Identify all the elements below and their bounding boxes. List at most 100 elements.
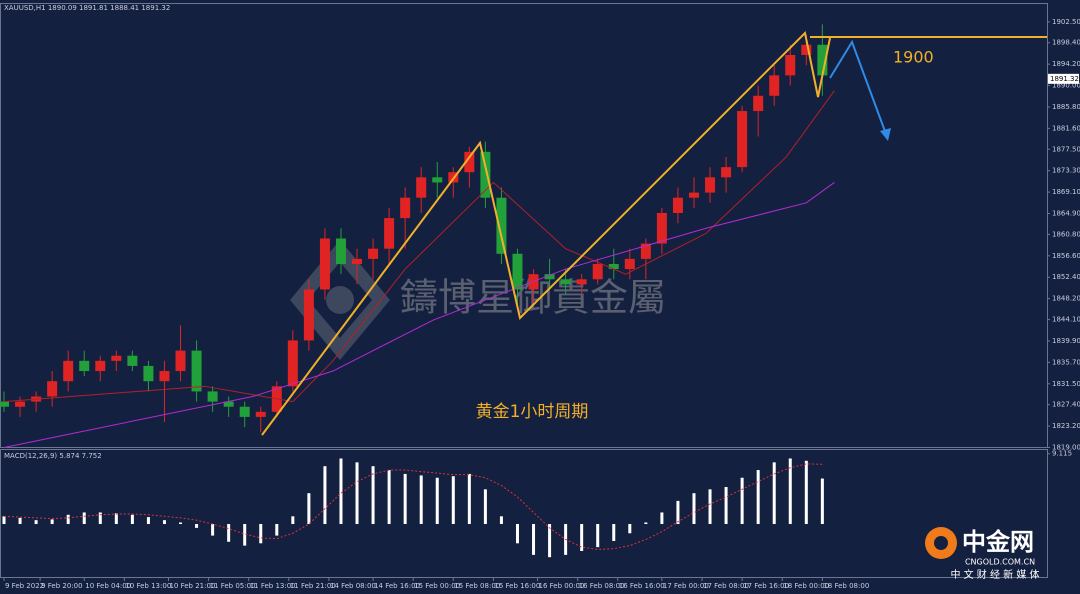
macd-bar	[451, 476, 455, 525]
macd-bar	[227, 524, 231, 542]
y-tick-label: 1860.80	[1052, 230, 1080, 238]
candle-body	[175, 350, 186, 372]
candle-body	[384, 218, 395, 249]
period-label: 黄金1小时周期	[476, 402, 589, 422]
forecast-arrow	[829, 39, 887, 135]
y-tick-label: 1819.00	[1052, 443, 1080, 451]
macd-frame	[0, 449, 1048, 578]
logo-icon-inner	[934, 536, 948, 550]
brand-slogan: 中 文 财 经 新 媒 体	[950, 568, 1039, 581]
candle-body	[416, 177, 427, 198]
candle-body	[63, 360, 74, 382]
y-tick-label: 1902.50	[1052, 18, 1080, 26]
candle-body	[223, 401, 234, 407]
macd-bar	[499, 516, 503, 525]
x-tick-label: 11 Feb 05:00	[210, 582, 256, 590]
macd-bar	[467, 473, 471, 525]
x-tick-label: 14 Feb 16:00	[374, 582, 420, 590]
macd-bar	[419, 475, 423, 525]
macd-bar	[515, 524, 519, 544]
candle-body	[688, 192, 699, 198]
macd-bar	[708, 489, 712, 525]
macd-bar	[82, 512, 86, 525]
main-frame	[0, 3, 1048, 448]
y-tick-label: 1835.70	[1052, 358, 1080, 366]
candle-body	[480, 151, 491, 198]
x-tick-label: 10 Feb 04:00	[85, 582, 131, 590]
macd-title: MACD(12,26,9) 5.874 7.752	[4, 452, 102, 460]
macd-bar	[211, 524, 215, 536]
x-tick-label: 10 Feb 13:00	[125, 582, 171, 590]
x-tick-label: 9 Feb 2022	[5, 582, 44, 590]
macd-bar	[756, 470, 760, 525]
candle-body	[656, 213, 667, 244]
candle-body	[335, 238, 346, 264]
macd-bar	[387, 470, 391, 525]
candle-body	[512, 253, 523, 290]
candle-body	[111, 355, 122, 361]
x-tick-label: 11 Feb 13:00	[250, 582, 296, 590]
macd-bar	[162, 520, 166, 525]
macd-bar	[772, 462, 776, 525]
candle-body	[576, 279, 587, 285]
moving-average	[3, 182, 835, 448]
macd-bar	[820, 478, 824, 525]
macd-bar	[403, 473, 407, 525]
candle-body	[287, 340, 298, 387]
candle-body	[15, 401, 26, 407]
candle-body	[159, 371, 170, 382]
macd-bar	[179, 522, 183, 525]
candle-body	[560, 279, 571, 285]
candle-body	[79, 360, 90, 372]
candle-body	[672, 197, 683, 214]
x-tick-label: 11 Feb 21:00	[290, 582, 336, 590]
candle-body	[608, 263, 619, 270]
x-tick-label: 18 Feb 00:00	[783, 582, 829, 590]
macd-bar	[259, 524, 263, 544]
x-tick-label: 16 Feb 00:00	[539, 582, 585, 590]
y-tick-label: 1877.50	[1052, 145, 1080, 153]
candle-body	[432, 177, 443, 183]
x-tick-label: 17 Feb 16:00	[743, 582, 789, 590]
y-tick-label: 1890.00	[1052, 82, 1080, 90]
candle-body	[368, 248, 379, 259]
y-tick-label: 1839.90	[1052, 337, 1080, 345]
macd-bar	[195, 524, 199, 528]
macd-bar	[323, 466, 327, 525]
macd-bar	[50, 519, 54, 525]
candle-body	[191, 350, 202, 392]
macd-bar	[307, 493, 311, 525]
candle-body	[95, 360, 106, 372]
candle-body	[769, 75, 780, 96]
x-tick-label: 15 Feb 16:00	[494, 582, 540, 590]
y-tick-label: 1848.20	[1052, 295, 1080, 303]
candle-body	[705, 177, 716, 193]
macd-bar	[114, 513, 118, 525]
macd-bar	[740, 477, 744, 525]
macd-bar	[804, 460, 808, 525]
macd-bar	[660, 512, 664, 525]
macd-bar	[628, 524, 632, 534]
macd-bar	[146, 517, 150, 525]
macd-bar	[596, 524, 600, 548]
candle-body	[817, 44, 828, 76]
macd-bar	[483, 489, 487, 525]
moving-average	[3, 90, 835, 403]
macd-bar	[18, 517, 22, 525]
x-tick-label: 17 Feb 08:00	[703, 582, 749, 590]
chart-title: XAUUSD,H1 1890.09 1891.81 1888.41 1891.3…	[4, 4, 170, 12]
macd-bar	[724, 487, 728, 525]
candle-body	[592, 263, 603, 280]
macd-bar	[243, 524, 247, 546]
macd-bar	[371, 466, 375, 525]
y-tick-label: 1894.20	[1052, 60, 1080, 68]
macd-bar	[355, 462, 359, 525]
candle-body	[464, 151, 475, 173]
candle-body	[303, 289, 314, 341]
x-tick-label: 16 Feb 08:00	[579, 582, 625, 590]
y-tick-label: 1852.40	[1052, 273, 1080, 281]
macd-bar	[275, 524, 279, 536]
candle-body	[207, 391, 218, 402]
macd-bar	[548, 524, 552, 558]
